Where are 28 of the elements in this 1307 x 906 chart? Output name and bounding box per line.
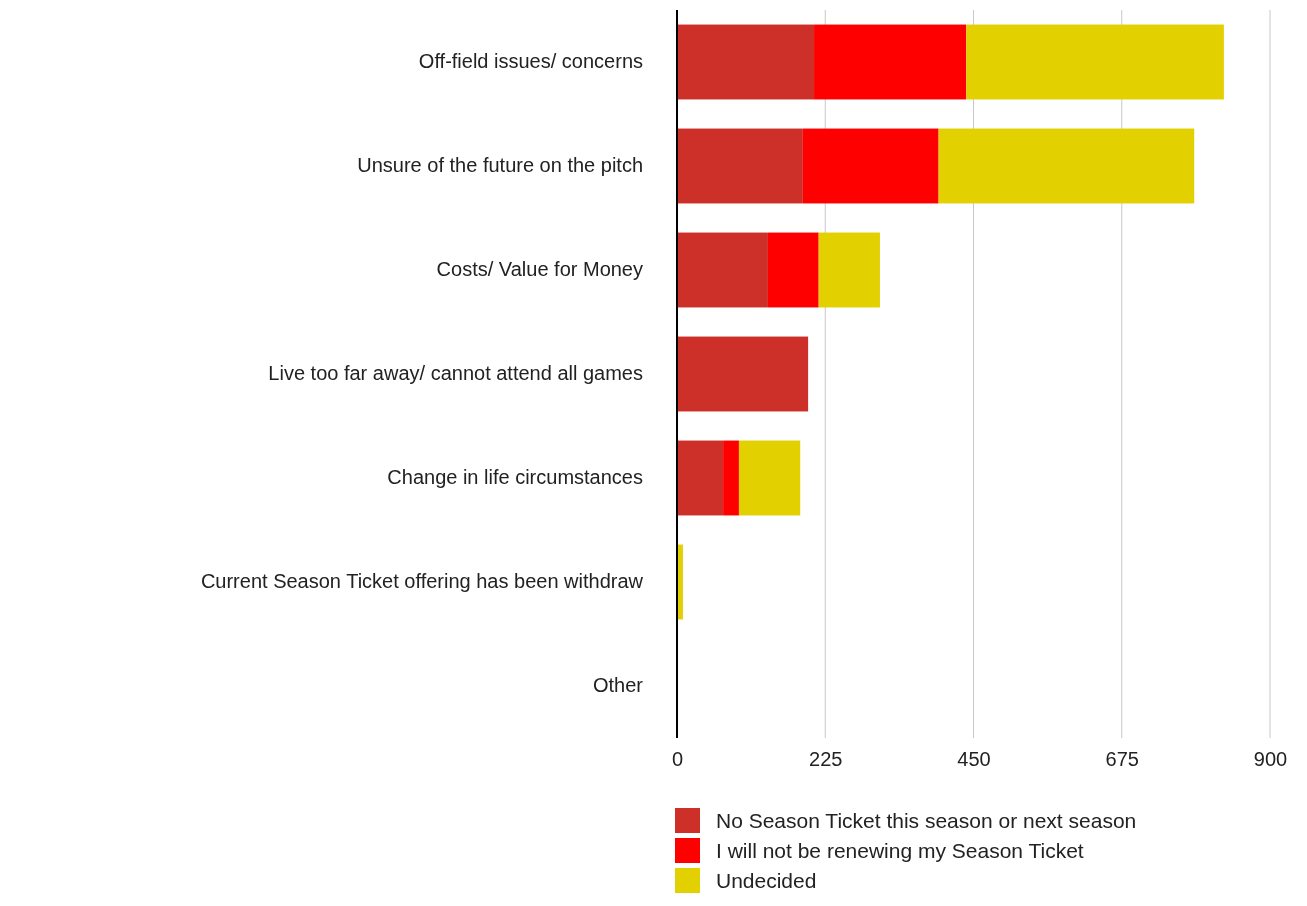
bar xyxy=(738,440,801,516)
bar xyxy=(677,440,724,516)
bar xyxy=(966,24,1224,100)
bar xyxy=(818,232,880,308)
bar xyxy=(677,336,809,412)
bar xyxy=(677,24,815,100)
bar xyxy=(814,24,967,100)
x-tick-label: 225 xyxy=(809,748,843,771)
bar xyxy=(677,128,803,204)
bar xyxy=(938,128,1195,204)
x-tick-label: 450 xyxy=(957,748,991,771)
x-tick-label: 0 xyxy=(671,748,684,771)
y-tick-label: Live too far away/ cannot attend all games xyxy=(268,362,643,385)
bar xyxy=(677,232,768,308)
bar xyxy=(802,128,939,204)
x-tick-label: 675 xyxy=(1105,748,1139,771)
y-tick-label: Unsure of the future on the pitch xyxy=(357,154,643,177)
bar xyxy=(723,440,739,516)
y-tick-label: Off-field issues/ concerns xyxy=(418,50,643,73)
bar xyxy=(767,232,819,308)
y-tick-label: Other xyxy=(592,674,644,697)
y-tick-label: Costs/ Value for Money xyxy=(436,258,643,281)
x-tick-label: 900 xyxy=(1253,748,1288,771)
legend-label: I will not be renewing my Season Ticket xyxy=(716,839,1084,862)
y-tick-label: Change in life circumstances xyxy=(387,466,643,489)
legend-label: Undecided xyxy=(716,869,817,892)
y-tick-label: Current Season Ticket offering has been withdraw xyxy=(200,570,644,593)
legend-label: No Season Ticket this season or next season xyxy=(716,809,1137,832)
